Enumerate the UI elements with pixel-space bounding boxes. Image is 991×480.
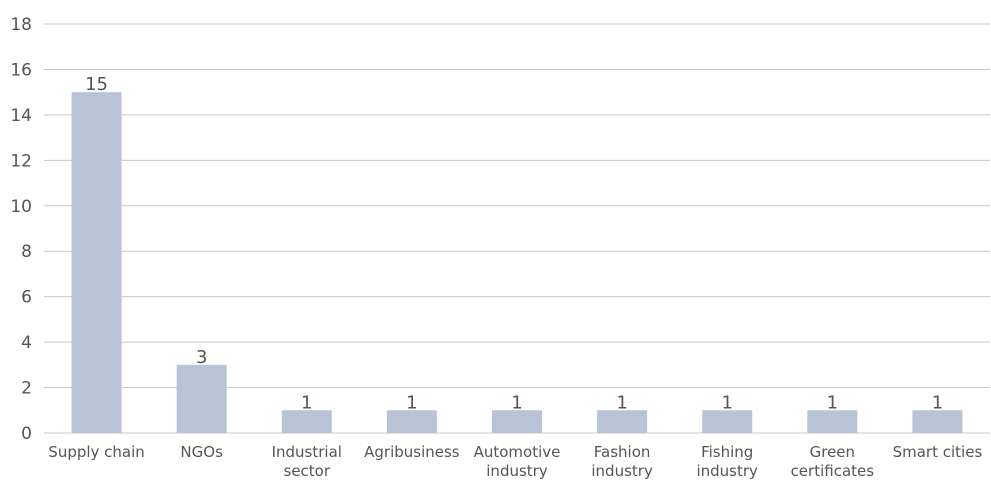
data-label-4: 1 (511, 392, 522, 413)
x-category-label-1: NGOs (180, 443, 223, 461)
data-label-6: 1 (721, 392, 732, 413)
data-label-1: 3 (196, 347, 207, 368)
bar-3 (386, 410, 437, 433)
data-label-3: 1 (406, 392, 417, 413)
x-category-label-0: Supply chain (48, 443, 145, 461)
y-tick-label-16: 16 (10, 60, 32, 80)
y-tick-label-0: 0 (21, 424, 32, 444)
bar-0 (71, 92, 122, 434)
bar-7 (807, 410, 858, 433)
y-tick-label-18: 18 (10, 15, 32, 35)
y-axis-ticks: 0 2 4 6 8 10 12 14 16 18 (10, 15, 32, 444)
x-category-label-2: Industrial (272, 443, 342, 461)
bar-5 (597, 410, 648, 433)
bar-6 (702, 410, 753, 433)
data-labels: 15 3 1 1 1 1 1 1 1 (85, 74, 943, 413)
x-category-label-6: Fishing (701, 443, 753, 461)
x-category-label-3: Agribusiness (364, 443, 460, 461)
y-tick-label-10: 10 (10, 197, 32, 217)
y-tick-label-2: 2 (21, 379, 32, 399)
data-label-5: 1 (616, 392, 627, 413)
x-category-label-8: Smart cities (893, 443, 983, 461)
x-category-label-5: Fashion (594, 443, 651, 461)
bar-4 (492, 410, 542, 433)
bar-8 (912, 410, 963, 433)
x-category-label-2-line2: sector (284, 462, 331, 480)
y-tick-label-8: 8 (21, 242, 32, 262)
x-category-label-4-line2: industry (486, 462, 548, 480)
x-category-label-7: Green (810, 443, 855, 461)
x-category-label-4: Automotive (474, 443, 561, 461)
x-category-label-7-line2: certificates (791, 462, 875, 480)
y-tick-label-4: 4 (21, 333, 32, 353)
x-category-label-5-line2: industry (591, 462, 653, 480)
bar-1 (176, 364, 227, 433)
data-label-0: 15 (85, 74, 108, 95)
y-tick-label-6: 6 (21, 288, 32, 308)
data-label-2: 1 (301, 392, 312, 413)
data-label-8: 1 (932, 392, 943, 413)
bar-2 (281, 410, 332, 433)
data-label-7: 1 (827, 392, 838, 413)
x-category-label-6-line2: industry (696, 462, 758, 480)
y-tick-label-14: 14 (10, 106, 32, 126)
y-tick-label-12: 12 (10, 151, 32, 171)
bars (71, 92, 963, 434)
